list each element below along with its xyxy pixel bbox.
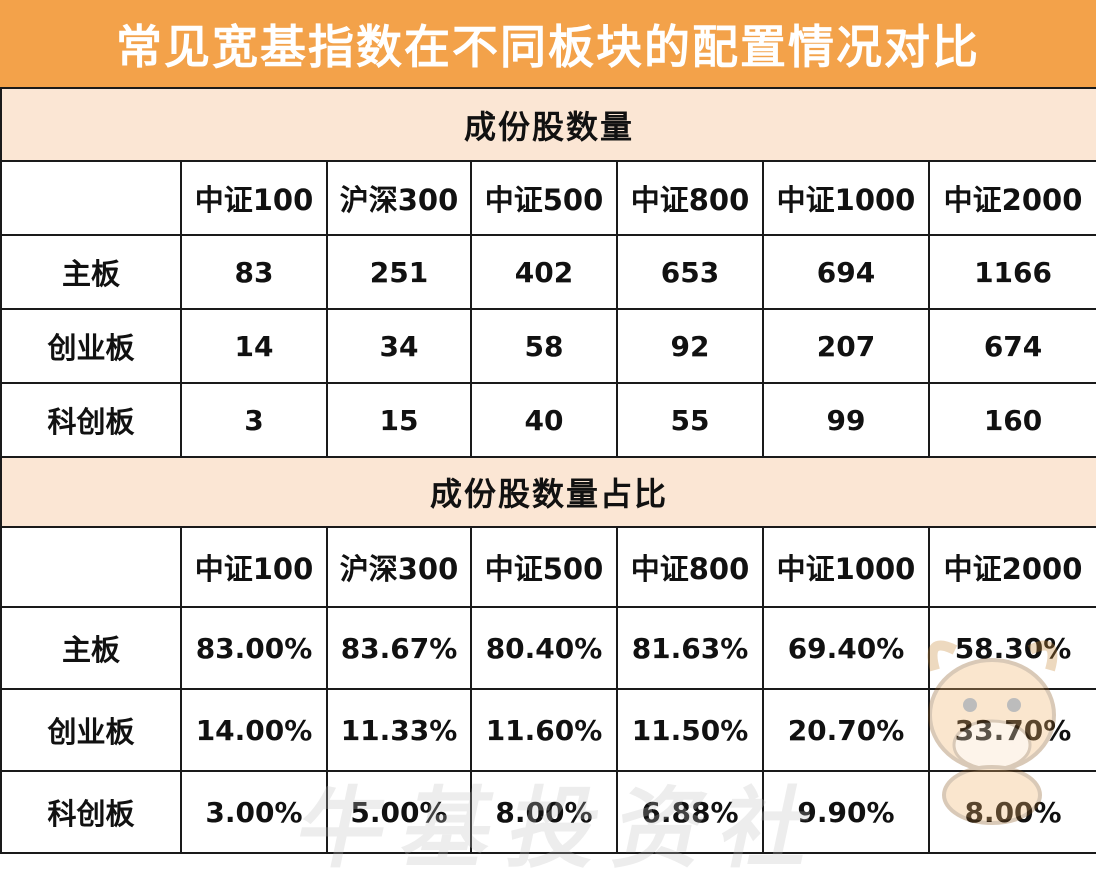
column-header: 中证1000 — [762, 160, 930, 236]
page-title: 常见宽基指数在不同板块的配置情况对比 — [0, 0, 1096, 87]
table-cell: 92 — [616, 308, 764, 384]
table-cell: 11.60% — [470, 688, 618, 772]
table-row: 创业板 14.00% 11.33% 11.60% 11.50% 20.70% 3… — [0, 688, 1096, 772]
table-cell: 653 — [616, 234, 764, 310]
table-cell: 33.70% — [927, 688, 1096, 772]
table-row: 主板 83.00% 83.67% 80.40% 81.63% 69.40% 58… — [0, 606, 1096, 690]
column-header: 中证100 — [180, 526, 328, 608]
row-label: 主板 — [0, 606, 182, 690]
table-cell: 14 — [180, 308, 328, 384]
ratio-table: 成份股数量占比 中证100 沪深300 中证500 中证800 中证1000 中… — [0, 456, 1096, 854]
table-cell: 69.40% — [762, 606, 930, 690]
table-cell: 8.00% — [470, 770, 618, 854]
row-label: 科创板 — [0, 382, 182, 458]
column-header: 中证800 — [616, 160, 764, 236]
table-cell: 1166 — [927, 234, 1096, 310]
table-cell: 8.00% — [927, 770, 1096, 854]
table-cell: 34 — [326, 308, 472, 384]
table-cell: 3 — [180, 382, 328, 458]
table-cell: 20.70% — [762, 688, 930, 772]
column-header: 中证2000 — [927, 526, 1096, 608]
table-cell: 402 — [470, 234, 618, 310]
row-label: 创业板 — [0, 308, 182, 384]
corner-cell — [0, 160, 182, 236]
table-row: 主板 83 251 402 653 694 1166 — [0, 234, 1096, 310]
table-row: 科创板 3 15 40 55 99 160 — [0, 382, 1096, 458]
column-header: 中证1000 — [762, 526, 930, 608]
table-cell: 15 — [326, 382, 472, 458]
column-header: 中证2000 — [927, 160, 1096, 236]
table-cell: 160 — [927, 382, 1096, 458]
table-row: 科创板 3.00% 5.00% 8.00% 6.88% 9.90% 8.00% — [0, 770, 1096, 854]
section-heading-ratio: 成份股数量占比 — [0, 456, 1096, 528]
column-header: 中证800 — [616, 526, 764, 608]
row-label: 科创板 — [0, 770, 182, 854]
table-cell: 55 — [616, 382, 764, 458]
column-header: 中证500 — [470, 160, 618, 236]
table-cell: 694 — [762, 234, 930, 310]
table-cell: 83.00% — [180, 606, 328, 690]
column-header: 中证500 — [470, 526, 618, 608]
table-cell: 80.40% — [470, 606, 618, 690]
table-cell: 58.30% — [927, 606, 1096, 690]
table-row: 创业板 14 34 58 92 207 674 — [0, 308, 1096, 384]
column-header: 沪深300 — [326, 160, 472, 236]
table-cell: 674 — [927, 308, 1096, 384]
table-cell: 3.00% — [180, 770, 328, 854]
table-cell: 83 — [180, 234, 328, 310]
table-cell: 11.50% — [616, 688, 764, 772]
table-cell: 207 — [762, 308, 930, 384]
table-cell: 9.90% — [762, 770, 930, 854]
row-label: 主板 — [0, 234, 182, 310]
table-cell: 6.88% — [616, 770, 764, 854]
table-cell: 58 — [470, 308, 618, 384]
column-header: 中证100 — [180, 160, 328, 236]
row-label: 创业板 — [0, 688, 182, 772]
count-table: 成份股数量 中证100 沪深300 中证500 中证800 中证1000 中证2… — [0, 87, 1096, 458]
table-cell: 14.00% — [180, 688, 328, 772]
section-heading-count: 成份股数量 — [0, 87, 1096, 162]
table-cell: 40 — [470, 382, 618, 458]
corner-cell — [0, 526, 182, 608]
table-cell: 251 — [326, 234, 472, 310]
table-cell: 5.00% — [326, 770, 472, 854]
table-cell: 83.67% — [326, 606, 472, 690]
column-header: 沪深300 — [326, 526, 472, 608]
table-cell: 11.33% — [326, 688, 472, 772]
table-cell: 99 — [762, 382, 930, 458]
table-cell: 81.63% — [616, 606, 764, 690]
